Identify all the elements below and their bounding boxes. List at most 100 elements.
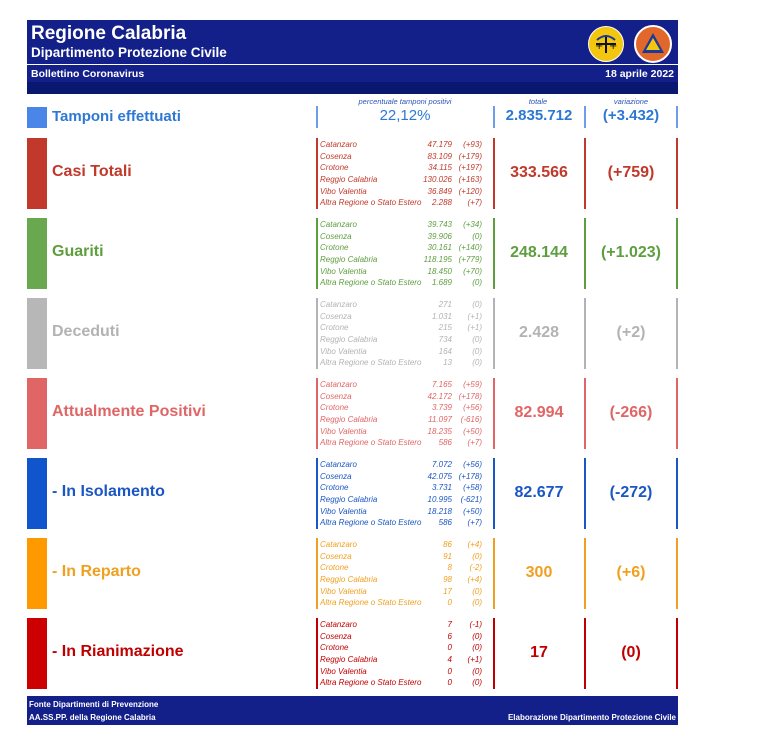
province-variation: (+1)	[467, 323, 482, 333]
province-name: Reggio Calabria	[320, 495, 378, 505]
province-name: Cosenza	[320, 231, 352, 241]
province-value: 0	[447, 678, 452, 688]
province-row: Crotone 3.731 (+58)	[320, 482, 482, 494]
province-value: 215	[438, 323, 452, 333]
province-variation: (+7)	[467, 438, 482, 448]
province-variation: (0)	[472, 358, 482, 368]
province-row: Altra Regione o Stato Estero 586 (+7)	[320, 437, 482, 449]
category-color-box	[27, 218, 47, 289]
category-variation: (-266)	[609, 404, 653, 421]
province-row: Altra Regione o Stato Estero 586 (+7)	[320, 517, 482, 529]
province-name: Crotone	[320, 243, 349, 253]
divider	[584, 378, 586, 449]
province-name: Catanzaro	[320, 300, 357, 309]
province-name: Vibo Valentia	[320, 346, 367, 356]
divider	[676, 106, 678, 128]
province-variation: (+70)	[463, 266, 482, 276]
province-value: 7.165	[431, 380, 452, 389]
category-total: 82.994	[514, 404, 564, 421]
province-value: 42.172	[427, 391, 452, 401]
category-total: 17	[530, 644, 548, 661]
category-label: - In Isolamento	[52, 483, 165, 500]
province-row: Catanzaro 7 (-1)	[320, 619, 482, 631]
province-value: 18.218	[427, 506, 452, 516]
province-row: Cosenza 83.109 (+179)	[320, 151, 482, 163]
divider	[493, 298, 495, 369]
province-row: Reggio Calabria 11.097 (-616)	[320, 414, 482, 426]
divider	[316, 458, 318, 529]
province-name: Reggio Calabria	[320, 415, 378, 425]
province-value: 47.179	[427, 140, 452, 149]
tamponi-variation: (+3.432)	[602, 107, 660, 124]
province-variation: (0)	[472, 598, 482, 608]
province-variation: (+178)	[458, 471, 482, 481]
province-variation: (+50)	[463, 426, 482, 436]
province-row: Reggio Calabria 734 (0)	[320, 334, 482, 346]
province-row: Vibo Valentia 18.218 (+50)	[320, 506, 482, 518]
province-variation: (+93)	[463, 140, 482, 149]
province-variation: (+179)	[458, 151, 482, 161]
total-column-header: totale	[528, 97, 548, 106]
perc-column-header: percentuale tamponi positivi	[358, 97, 452, 106]
province-row: Altra Regione o Stato Estero 1.689 (0)	[320, 277, 482, 289]
province-variation: (0)	[472, 631, 482, 641]
province-row: Vibo Valentia 0 (0)	[320, 666, 482, 678]
category-variation: (+759)	[607, 164, 655, 181]
province-value: 34.115	[428, 163, 452, 173]
province-value: 11.097	[428, 415, 452, 425]
category-total: 333.566	[510, 164, 568, 181]
province-value: 0	[447, 666, 452, 676]
province-row: Cosenza 91 (0)	[320, 551, 482, 563]
divider	[584, 458, 586, 529]
province-name: Cosenza	[320, 151, 352, 161]
category-color-box	[27, 138, 47, 209]
province-variation: (+56)	[463, 403, 482, 413]
svg-text:+: +	[595, 41, 603, 52]
variation-column-header: variazione	[613, 97, 649, 106]
province-variation: (+34)	[463, 220, 482, 229]
province-value: 39.743	[427, 220, 452, 229]
province-variation: (0)	[472, 346, 482, 356]
bulletin-label: Bollettino Coronavirus	[31, 68, 145, 80]
province-name: Reggio Calabria	[320, 255, 378, 265]
province-value: 18.450	[427, 266, 452, 276]
province-value: 7	[447, 620, 452, 629]
province-value: 0	[447, 598, 452, 608]
divider	[584, 618, 586, 689]
province-value: 36.849	[427, 186, 452, 196]
province-value: 271	[438, 300, 452, 309]
header-banner: Regione Calabria Dipartimento Protezione…	[27, 20, 678, 82]
divider	[676, 138, 678, 209]
province-row: Catanzaro 7.072 (+56)	[320, 459, 482, 471]
divider	[316, 378, 318, 449]
province-value: 2.288	[431, 198, 452, 208]
province-row: Vibo Valentia 164 (0)	[320, 346, 482, 358]
divider	[676, 618, 678, 689]
tamponi-total: 2.835.712	[505, 107, 573, 124]
province-breakdown: Catanzaro 271 (0) Cosenza 1.031 (+1) Crotone 21…	[320, 299, 482, 369]
province-value: 734	[438, 335, 452, 345]
province-name: Catanzaro	[320, 140, 357, 149]
province-value: 118.195	[423, 255, 452, 265]
divider	[316, 538, 318, 609]
province-row: Vibo Valentia 18.235 (+50)	[320, 426, 482, 438]
province-name: Catanzaro	[320, 220, 357, 229]
province-variation: (+56)	[463, 460, 482, 469]
province-variation: (-621)	[460, 495, 482, 505]
province-name: Crotone	[320, 483, 349, 493]
province-name: Altra Regione o Stato Estero	[320, 678, 422, 688]
province-variation: (+140)	[458, 243, 482, 253]
province-row: Reggio Calabria 98 (+4)	[320, 574, 482, 586]
province-row: Cosenza 1.031 (+1)	[320, 311, 482, 323]
bulletin-date: 18 aprile 2022	[605, 68, 674, 80]
province-variation: (+197)	[458, 163, 482, 173]
province-name: Catanzaro	[320, 540, 357, 549]
province-value: 98	[443, 575, 452, 585]
province-row: Catanzaro 47.179 (+93)	[320, 139, 482, 151]
category-variation: (-272)	[609, 484, 653, 501]
province-variation: (+58)	[463, 483, 482, 493]
province-variation: (0)	[472, 300, 482, 309]
divider	[584, 538, 586, 609]
province-variation: (+163)	[458, 175, 482, 185]
divider	[584, 106, 586, 128]
